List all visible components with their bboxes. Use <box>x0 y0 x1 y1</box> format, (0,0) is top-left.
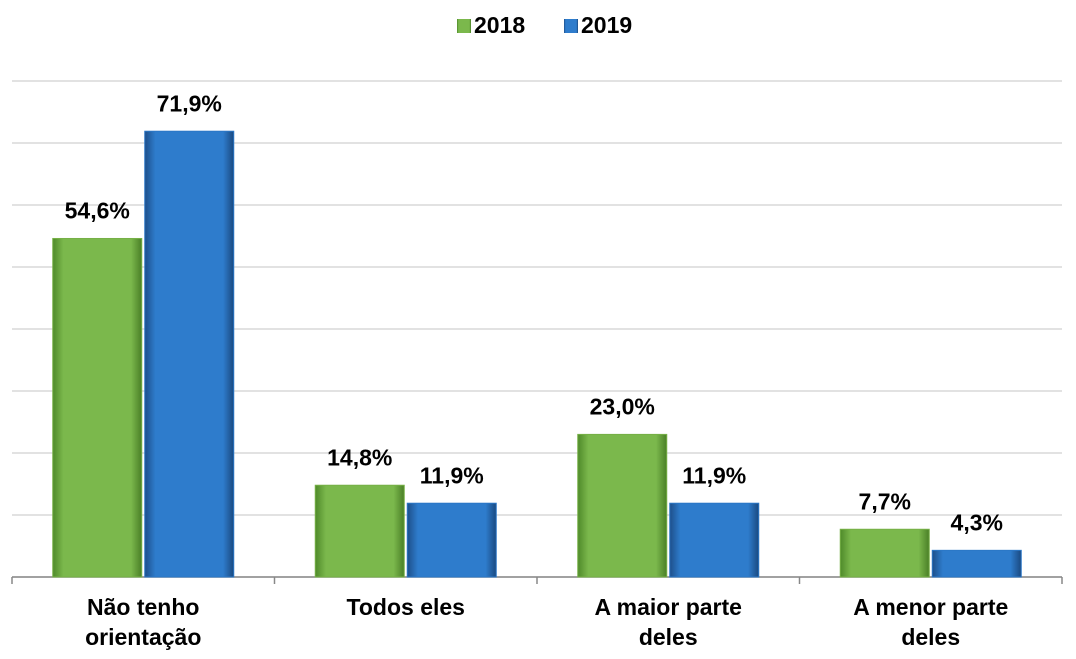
x-tick-label: A menor parte deles <box>853 594 1009 650</box>
legend-label: 2018 <box>474 12 525 38</box>
legend-swatch <box>564 19 578 33</box>
bar <box>406 502 497 578</box>
data-label: 11,9% <box>420 462 484 488</box>
bar <box>839 528 930 578</box>
data-label: 54,6% <box>65 198 130 224</box>
data-label: 11,9% <box>682 462 746 488</box>
data-label: 14,8% <box>327 444 392 470</box>
bar <box>577 433 668 578</box>
data-label: 7,7% <box>859 488 911 514</box>
bar <box>144 130 235 578</box>
x-tick-label: Não tenho orientação <box>85 594 202 650</box>
bar <box>931 549 1022 578</box>
bar <box>52 237 143 578</box>
x-tick-label: A maior parte deles <box>594 594 742 650</box>
legend-label: 2019 <box>581 12 632 38</box>
data-label: 4,3% <box>951 509 1003 535</box>
bar <box>314 484 405 578</box>
data-label: 71,9% <box>157 90 222 116</box>
x-tick-label: Todos eles <box>346 594 465 620</box>
bar <box>669 502 760 578</box>
data-label: 23,0% <box>590 393 655 419</box>
legend-swatch <box>457 19 471 33</box>
